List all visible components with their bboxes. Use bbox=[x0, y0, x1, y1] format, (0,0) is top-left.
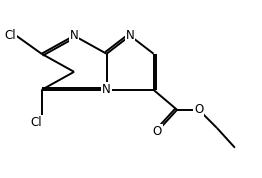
Text: N: N bbox=[126, 29, 134, 42]
Text: Cl: Cl bbox=[30, 116, 42, 129]
Text: N: N bbox=[102, 83, 111, 96]
Text: N: N bbox=[70, 29, 78, 42]
Text: Cl: Cl bbox=[5, 29, 16, 42]
Text: O: O bbox=[194, 103, 203, 116]
Text: O: O bbox=[152, 125, 162, 138]
